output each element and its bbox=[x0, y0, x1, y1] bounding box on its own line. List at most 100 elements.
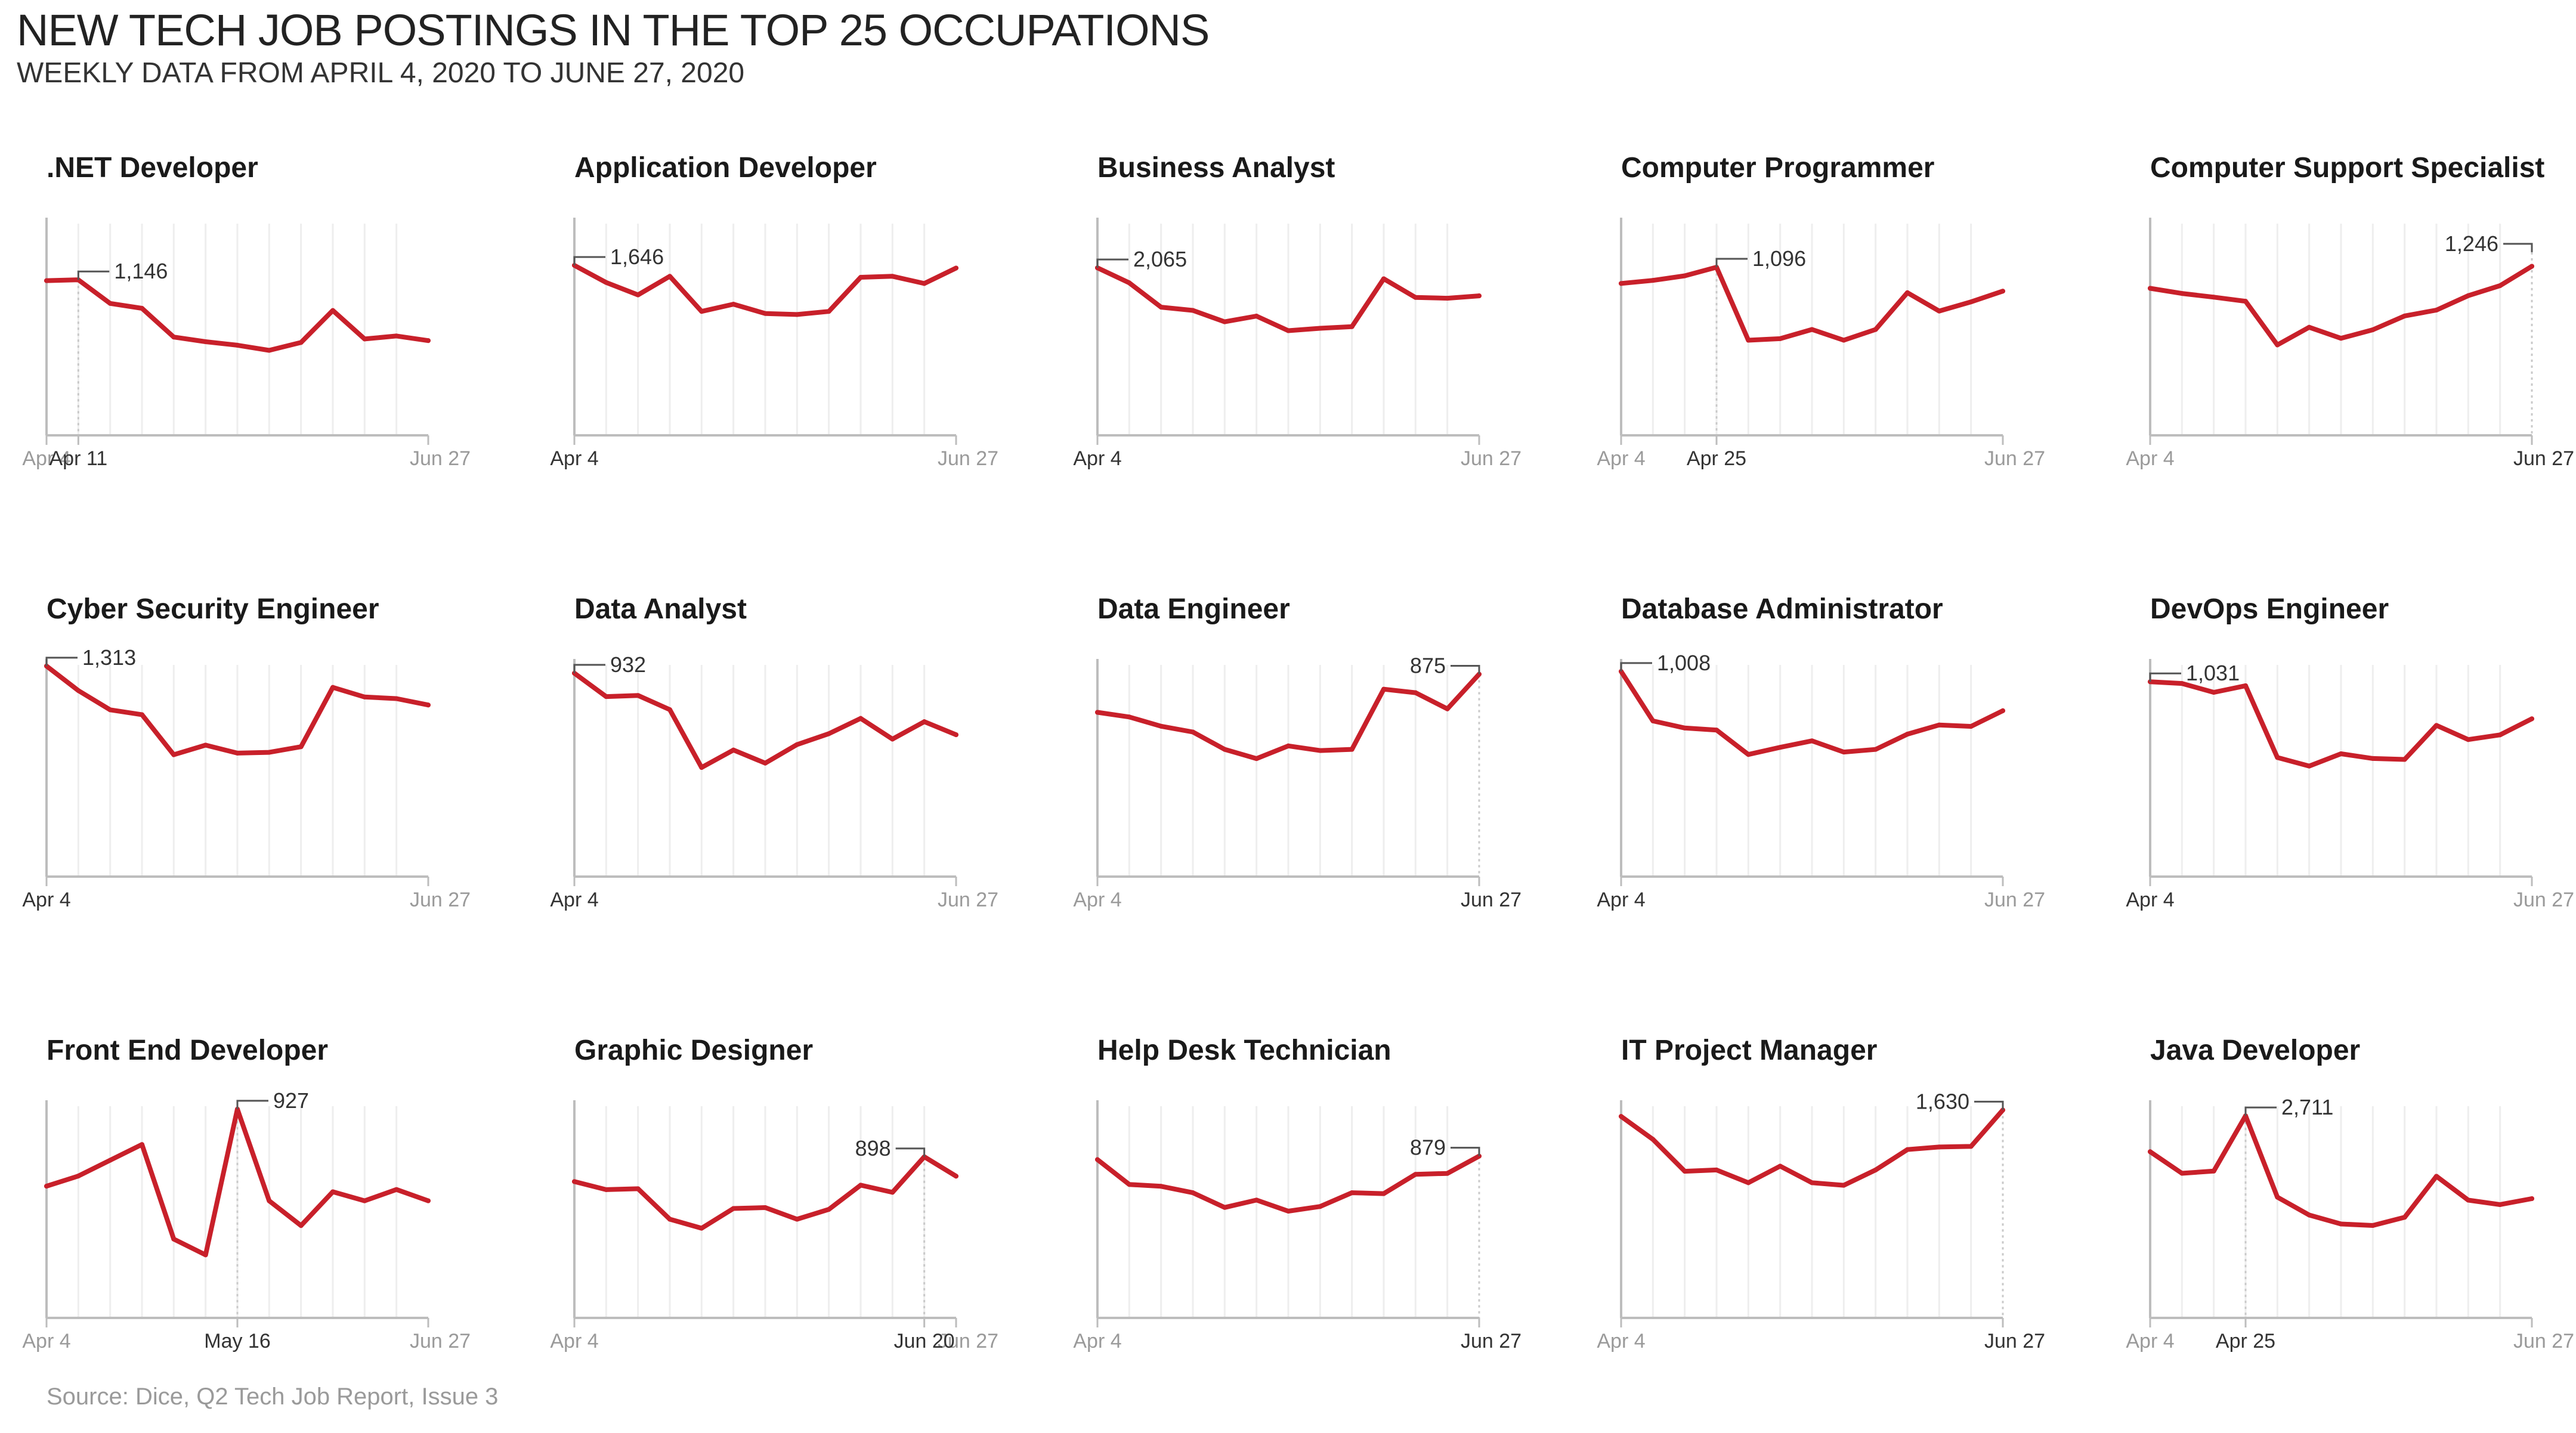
data-point bbox=[1190, 729, 1195, 735]
data-point bbox=[858, 1183, 863, 1188]
annotation-leader bbox=[1974, 1100, 2004, 1110]
chart-panel: Help Desk Technician Apr 4 Jun 27 879 bbox=[1073, 1035, 1522, 1352]
x-tick-label-start: Apr 4 bbox=[550, 1330, 598, 1352]
data-point bbox=[44, 278, 49, 283]
data-point bbox=[667, 707, 672, 713]
data-point bbox=[1254, 314, 1259, 319]
data-point bbox=[1286, 1208, 1291, 1214]
peak-value-label: 932 bbox=[610, 652, 646, 677]
x-tick-label-start: Apr 4 bbox=[22, 447, 70, 470]
data-point bbox=[2211, 295, 2216, 300]
panel-title: Cyber Security Engineer bbox=[47, 593, 379, 625]
data-point bbox=[1873, 1167, 1878, 1172]
data-point bbox=[235, 750, 240, 756]
data-point bbox=[763, 311, 768, 316]
chart-panel: Business Analyst Apr 4 Jun 27 2,065 bbox=[1073, 152, 1522, 470]
data-point bbox=[1682, 1169, 1687, 1174]
panel-title: Database Administrator bbox=[1621, 593, 1943, 625]
data-point bbox=[2179, 681, 2185, 686]
annotation-leader bbox=[2503, 243, 2533, 252]
data-point bbox=[330, 685, 335, 690]
data-point bbox=[330, 1189, 335, 1194]
data-point bbox=[2339, 336, 2343, 341]
data-point bbox=[1937, 722, 1942, 728]
data-point bbox=[140, 306, 144, 311]
data-point bbox=[298, 744, 304, 750]
peak-value-label: 1,031 bbox=[2186, 661, 2240, 685]
data-point bbox=[1445, 1171, 1450, 1176]
data-point bbox=[2466, 293, 2471, 298]
data-point bbox=[1095, 1157, 1100, 1162]
data-point bbox=[826, 309, 831, 314]
data-point bbox=[1222, 1205, 1227, 1210]
data-point bbox=[2370, 327, 2376, 332]
data-point bbox=[1127, 714, 1132, 720]
data-point bbox=[44, 1184, 49, 1189]
data-point bbox=[76, 688, 81, 694]
panel-title: .NET Developer bbox=[47, 152, 258, 184]
data-point bbox=[298, 340, 304, 345]
data-point bbox=[699, 765, 704, 770]
source-note: Source: Dice, Q2 Tech Job Report, Issue … bbox=[47, 1384, 499, 1410]
data-point bbox=[1937, 308, 1942, 314]
x-tick-label-end: Jun 27 bbox=[938, 889, 998, 911]
data-point bbox=[1619, 1114, 1623, 1119]
x-tick-label-start: Apr 4 bbox=[1073, 1330, 1121, 1352]
x-tick-label-start: Apr 4 bbox=[22, 1330, 70, 1352]
data-point bbox=[1158, 305, 1164, 310]
data-point bbox=[2306, 1212, 2312, 1218]
data-point bbox=[2275, 755, 2280, 760]
x-tick-label-end: Jun 27 bbox=[410, 1330, 471, 1352]
data-point bbox=[1810, 1180, 1814, 1186]
panel-title: Java Developer bbox=[2150, 1035, 2360, 1066]
panel-title: Computer Support Specialist bbox=[2150, 152, 2544, 184]
chart-panel: Data Analyst Apr 4 Jun 27 932 bbox=[550, 593, 998, 911]
data-point bbox=[2243, 299, 2248, 304]
data-point bbox=[2466, 737, 2471, 742]
chart-panel: .NET Developer Apr 4 Jun 27 Apr 11 1,146 bbox=[22, 152, 471, 470]
data-point bbox=[667, 1217, 672, 1222]
x-tick-label-start: Apr 4 bbox=[2126, 447, 2174, 470]
data-point bbox=[954, 265, 958, 271]
data-point bbox=[1286, 743, 1291, 748]
data-point bbox=[394, 333, 399, 339]
data-point bbox=[1254, 756, 1259, 762]
chart-panel: Data Engineer Apr 4 Jun 27 875 bbox=[1073, 593, 1522, 911]
peak-value-label: 1,630 bbox=[1916, 1089, 1969, 1113]
data-point bbox=[1381, 1191, 1386, 1196]
data-point bbox=[794, 1217, 800, 1222]
data-point bbox=[1158, 1184, 1164, 1189]
data-point bbox=[2148, 286, 2153, 291]
x-tick-label-end: Jun 27 bbox=[1461, 447, 1522, 470]
data-point bbox=[1968, 724, 1974, 729]
data-point bbox=[1777, 336, 1783, 341]
x-tick-label-start: Apr 4 bbox=[550, 447, 598, 470]
panel-title: Help Desk Technician bbox=[1097, 1035, 1391, 1066]
data-point bbox=[2402, 1215, 2407, 1220]
data-point bbox=[1873, 327, 1878, 332]
data-point bbox=[1619, 281, 1623, 286]
data-point bbox=[203, 1252, 208, 1258]
chart-panel: Java Developer Apr 4 Jun 27 Apr 25 2,711 bbox=[2126, 1035, 2574, 1352]
data-point bbox=[1318, 326, 1323, 331]
x-tick-label-highlight: Apr 25 bbox=[2216, 1330, 2275, 1352]
data-point bbox=[954, 732, 958, 738]
data-point bbox=[1318, 1204, 1323, 1209]
x-tick-label-start: Apr 4 bbox=[2126, 1330, 2174, 1352]
data-point bbox=[1841, 338, 1847, 343]
data-point bbox=[426, 702, 431, 708]
peak-value-label: 1,646 bbox=[610, 244, 664, 269]
data-point bbox=[635, 292, 641, 298]
data-point bbox=[1650, 1137, 1656, 1142]
panel-title: Graphic Designer bbox=[574, 1035, 813, 1066]
data-point bbox=[1905, 1147, 1910, 1152]
data-point bbox=[890, 1190, 895, 1195]
data-point bbox=[794, 742, 800, 747]
data-point bbox=[1873, 747, 1878, 752]
x-tick-label-end: Jun 27 bbox=[1461, 889, 1522, 911]
chart-panel: IT Project Manager Apr 4 Jun 27 1,630 bbox=[1597, 1035, 2045, 1352]
chart-panel: Application Developer Apr 4 Jun 27 1,646 bbox=[550, 152, 998, 470]
data-point bbox=[1445, 296, 1450, 301]
data-point bbox=[635, 1186, 641, 1191]
